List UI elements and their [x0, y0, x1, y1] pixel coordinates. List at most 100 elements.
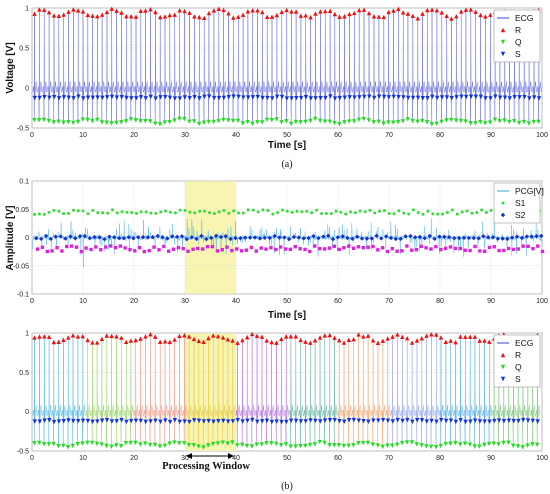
s1-marker: [475, 210, 479, 214]
q-point-marker: [75, 119, 81, 125]
x-tick-label: 60: [334, 455, 342, 462]
q-point-marker: [196, 121, 202, 127]
secondary-marker: [74, 245, 79, 249]
q-point-marker: [486, 441, 492, 447]
s-point-marker: [472, 418, 478, 423]
s-point-marker: [401, 95, 406, 100]
s1-marker: [183, 208, 187, 212]
q-point-marker: [147, 442, 153, 448]
y-tick-label: 0.05: [15, 207, 29, 214]
s2-marker: [150, 234, 155, 240]
highlight-window-b: [185, 333, 236, 451]
secondary-marker: [366, 245, 370, 249]
q-point-marker: [46, 118, 52, 124]
s-point-marker: [138, 95, 144, 100]
r-peak-marker: [192, 14, 197, 19]
secondary-marker: [123, 246, 127, 250]
s-point-marker: [114, 95, 120, 100]
r-peak-marker: [37, 7, 42, 12]
r-peak-marker: [215, 334, 221, 339]
x-ticks-b: 0 10 20 30 40 50 60 70 80 90 100: [30, 455, 548, 462]
s-point-marker: [371, 418, 376, 423]
s-point-marker: [313, 418, 318, 424]
r-peak-marker: [259, 334, 265, 339]
secondary-marker: [313, 244, 317, 248]
q-point-marker: [453, 440, 458, 446]
s-point-marker: [318, 419, 323, 424]
s-point-marker: [527, 96, 532, 101]
secondary-marker: [492, 245, 496, 249]
r-peak-marker: [148, 331, 153, 337]
r-peak-marker: [308, 14, 313, 20]
s-point-marker: [376, 94, 382, 99]
s-point-marker: [42, 418, 47, 423]
s2-marker: [238, 235, 243, 241]
r-peak-marker: [375, 340, 381, 345]
y-tick-label: 0.5: [19, 46, 29, 53]
s-point-marker: [211, 95, 217, 101]
r-peak-marker: [370, 338, 376, 343]
s-point-marker: [104, 418, 110, 423]
q-point-marker: [386, 120, 391, 125]
s1-marker: [363, 210, 367, 214]
s2-marker: [388, 235, 394, 241]
s-point-marker: [255, 94, 260, 100]
s-point-marker: [294, 96, 299, 101]
q-point-marker: [70, 443, 76, 449]
s-point-marker: [308, 418, 313, 423]
q-point-marker: [210, 441, 216, 447]
s2-marker: [68, 234, 73, 239]
r-peak-marker: [274, 340, 279, 345]
r-peak-marker: [459, 9, 464, 14]
s1-marker: [37, 212, 41, 216]
r-peak-marker: [313, 11, 318, 16]
q-point-marker: [70, 120, 76, 126]
s-point-marker: [47, 418, 52, 423]
s2-marker: [252, 235, 258, 240]
plot-area-b: [31, 332, 543, 452]
q-point-marker: [385, 443, 390, 448]
secondary-marker: [244, 248, 249, 252]
s-point-marker: [95, 419, 100, 424]
s1-marker: [164, 209, 168, 213]
secondary-marker: [318, 247, 322, 251]
r-peak-marker: [80, 9, 86, 14]
r-peak-marker: [186, 334, 192, 339]
s-point-marker: [454, 95, 459, 100]
secondary-marker: [50, 249, 54, 253]
q-point-marker: [90, 119, 95, 124]
s-point-marker: [415, 95, 421, 101]
r-peak-marker: [158, 14, 163, 20]
r-peak-marker: [182, 333, 187, 338]
s-point-marker: [37, 419, 42, 424]
s1-marker: [212, 212, 216, 216]
s-point-marker: [478, 94, 484, 100]
s-point-marker: [163, 418, 168, 423]
r-peak-marker: [138, 336, 143, 341]
s-point-marker: [328, 94, 333, 99]
r-peak-marker: [75, 8, 81, 13]
q-point-marker: [221, 117, 226, 123]
r-peak-marker: [265, 14, 270, 19]
q-point-marker: [201, 120, 207, 125]
r-peak-marker: [162, 339, 168, 344]
secondary-marker: [45, 249, 50, 254]
pcg-trace: [31, 210, 543, 268]
s-point-marker: [346, 418, 352, 423]
x-tick-label: 50: [283, 455, 291, 462]
r-peak-marker: [250, 8, 255, 13]
r-peak-marker: [216, 6, 221, 11]
s-point-marker: [124, 419, 129, 425]
s1-marker: [480, 208, 484, 212]
x-tick-label: 70: [385, 132, 393, 139]
y-axis-label-a: Voltage [V]: [5, 42, 16, 93]
s-point-marker: [530, 418, 536, 424]
secondary-marker: [448, 245, 453, 249]
q-point-marker: [434, 121, 439, 127]
s1-marker: [159, 210, 163, 214]
q-point-marker: [317, 439, 322, 445]
s-point-marker: [536, 96, 542, 101]
s-point-marker: [501, 418, 507, 424]
q-point-marker: [167, 119, 172, 125]
secondary-marker: [419, 244, 423, 249]
